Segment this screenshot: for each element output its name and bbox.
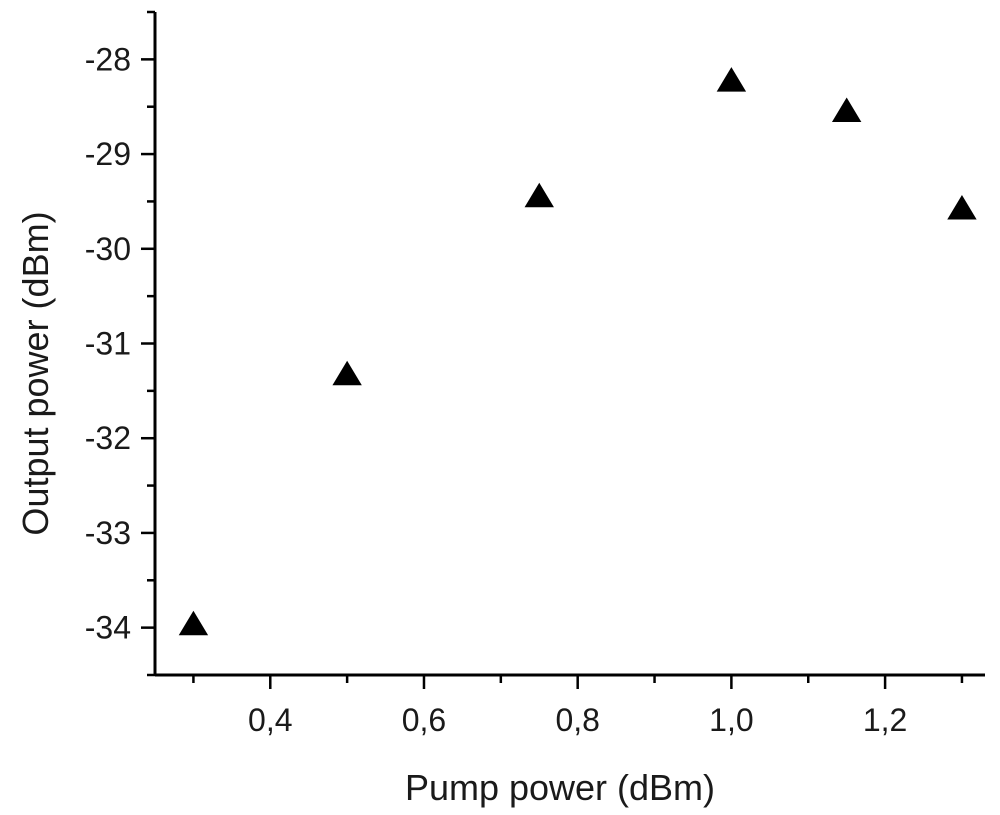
data-point-triangle (524, 182, 554, 208)
data-points (178, 67, 977, 636)
x-tick-label: 1,2 (863, 702, 907, 738)
y-axis-ticks: -34 -33 -32 -31 -30 -29 -28 (85, 10, 155, 677)
x-tick-label: 0,6 (402, 702, 446, 738)
axes (153, 12, 985, 677)
data-point-triangle (947, 195, 977, 220)
y-tick-label: -28 (85, 41, 131, 77)
x-tick-label: 0,4 (248, 702, 292, 738)
data-point-triangle (332, 360, 362, 386)
data-point-triangle (831, 97, 862, 122)
data-point-triangle (178, 610, 209, 636)
x-tick-label: 1,0 (709, 702, 753, 738)
data-point-triangle (716, 67, 747, 92)
y-tick-label: -29 (85, 136, 131, 172)
x-axis-title: Pump power (dBm) (405, 767, 715, 808)
y-tick-label: -30 (85, 231, 131, 267)
y-axis-title: Output power (dBm) (15, 211, 56, 535)
y-tick-label: -34 (85, 610, 131, 646)
y-tick-label: -33 (85, 515, 131, 551)
x-axis-ticks: 0,4 0,6 0,8 1,0 1,2 (192, 675, 964, 738)
y-tick-label: -32 (85, 420, 131, 456)
x-tick-label: 0,8 (555, 702, 599, 738)
y-tick-label: -31 (85, 326, 131, 362)
